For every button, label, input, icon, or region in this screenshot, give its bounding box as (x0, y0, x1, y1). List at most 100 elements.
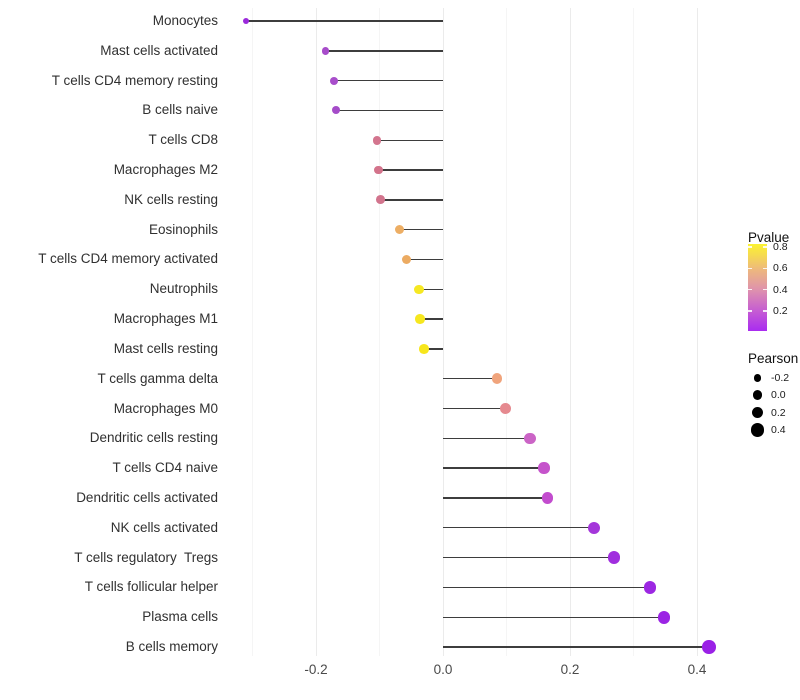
x-axis-tick-label: 0.0 (433, 662, 453, 677)
gridline-major (315, 8, 317, 656)
y-axis-label: Macrophages M0 (113, 400, 218, 416)
lollipop-dot (401, 254, 411, 265)
y-axis-label: Plasma cells (142, 609, 218, 625)
pvalue-legend-title: Pvalue (748, 230, 790, 245)
lollipop-stem (420, 318, 443, 320)
lollipop-dot (332, 106, 341, 115)
y-axis-label: T cells regulatory Tregs (74, 549, 218, 565)
pearson-legend-dot (750, 423, 765, 437)
y-axis-label: T cells CD4 memory resting (51, 72, 218, 88)
lollipop-dot (395, 225, 405, 235)
lollipop-stem (246, 20, 443, 22)
y-axis-label: T cells CD4 memory activated (38, 251, 218, 267)
colorbar-tick-label: 0.2 (773, 305, 788, 318)
lollipop-dot (538, 462, 550, 474)
lollipop-dot (643, 581, 657, 594)
pvalue-colorbar (748, 244, 767, 331)
lollipop-stem (443, 467, 544, 469)
gridline-minor (379, 8, 380, 656)
lollipop-dot (607, 551, 620, 564)
lollipop-stem (380, 199, 443, 201)
lollipop-stem (376, 139, 443, 141)
pearson-legend-label: 0.4 (771, 423, 786, 436)
lollipop-dot (419, 344, 429, 354)
y-axis-label: B cells memory (125, 639, 218, 654)
lollipop-stem (423, 348, 443, 350)
lollipop-stem (333, 79, 443, 82)
gridline-major (569, 8, 571, 656)
pearson-legend-dot (753, 374, 762, 382)
lollipop-dot (491, 373, 503, 385)
pearson-legend-label: 0.2 (771, 406, 786, 419)
y-axis-label: Dendritic cells resting (89, 430, 218, 446)
y-axis-label: Mast cells activated (100, 42, 218, 58)
lollipop-dot (542, 492, 554, 504)
colorbar-tick (748, 267, 752, 270)
y-axis-label: Neutrophils (149, 281, 218, 297)
lollipop-dot (414, 284, 424, 295)
colorbar-tick-label: 0.6 (773, 262, 788, 275)
lollipop-stem (443, 497, 548, 499)
pearson-legend-label: 0.0 (771, 389, 786, 402)
y-axis-label: Mast cells resting (113, 340, 218, 356)
lollipop-stem (443, 646, 710, 648)
lollipop-dot (243, 17, 250, 25)
y-axis-label: Macrophages M1 (113, 311, 218, 327)
lollipop-stem (399, 228, 443, 231)
colorbar-tick (763, 288, 767, 291)
lollipop-stem (378, 169, 443, 171)
lollipop-stem (443, 378, 497, 380)
y-axis-label: T cells gamma delta (97, 370, 218, 386)
lollipop-dot (321, 46, 330, 55)
y-axis-label: Eosinophils (148, 221, 218, 237)
colorbar-tick (763, 310, 767, 312)
lollipop-stem (443, 616, 664, 618)
y-axis-label: T cells follicular helper (84, 579, 218, 595)
colorbar-tick-label: 0.4 (773, 283, 788, 296)
colorbar-tick (748, 288, 752, 291)
lollipop-dot (588, 521, 601, 534)
lollipop-dot (500, 403, 512, 414)
pearson-legend-dot (751, 406, 764, 419)
pearson-legend-label: -0.2 (771, 372, 790, 384)
y-axis-label: Dendritic cells activated (76, 489, 218, 505)
y-axis-label: Macrophages M2 (113, 162, 218, 178)
colorbar-tick (763, 267, 767, 270)
y-axis-label: NK cells resting (124, 191, 218, 207)
lollipop-stem (443, 586, 650, 589)
y-axis-label: T cells CD4 naive (112, 460, 218, 476)
gridline-major (696, 8, 698, 656)
x-axis-tick-label: -0.2 (304, 662, 328, 677)
lollipop-dot (373, 165, 383, 175)
x-axis-tick-label: 0.4 (687, 662, 707, 677)
y-axis-label: B cells naive (142, 102, 218, 118)
colorbar-tick-label: 0.8 (773, 240, 788, 253)
lollipop-stem (443, 407, 506, 410)
lollipop-dot (329, 76, 338, 85)
colorbar-tick (763, 246, 767, 248)
y-axis-label: NK cells activated (110, 519, 218, 535)
lollipop-stem (336, 109, 443, 112)
pearson-legend-dot (752, 390, 763, 401)
lollipop-stem (418, 288, 443, 290)
y-axis-label: Monocytes (152, 13, 218, 28)
pearson-legend-title: Pearson (748, 351, 799, 366)
lollipop-dot (415, 314, 425, 324)
lollipop-dot (524, 432, 536, 444)
lollipop-stem (443, 437, 530, 440)
x-axis-tick-label: 0.2 (560, 662, 580, 677)
lollipop-dot (372, 135, 382, 145)
colorbar-tick (748, 246, 752, 248)
gridline-minor (506, 8, 507, 656)
lollipop-stem (406, 258, 443, 261)
y-axis-label: T cells CD8 (148, 132, 218, 148)
lollipop-stem (443, 527, 595, 529)
lollipop-stem (325, 50, 443, 52)
lollipop-dot (376, 195, 386, 205)
gridline-minor (252, 8, 253, 656)
lollipop-dot (702, 640, 716, 654)
lollipop-stem (443, 556, 614, 559)
colorbar-tick (748, 310, 752, 312)
gridline-major (442, 8, 444, 656)
